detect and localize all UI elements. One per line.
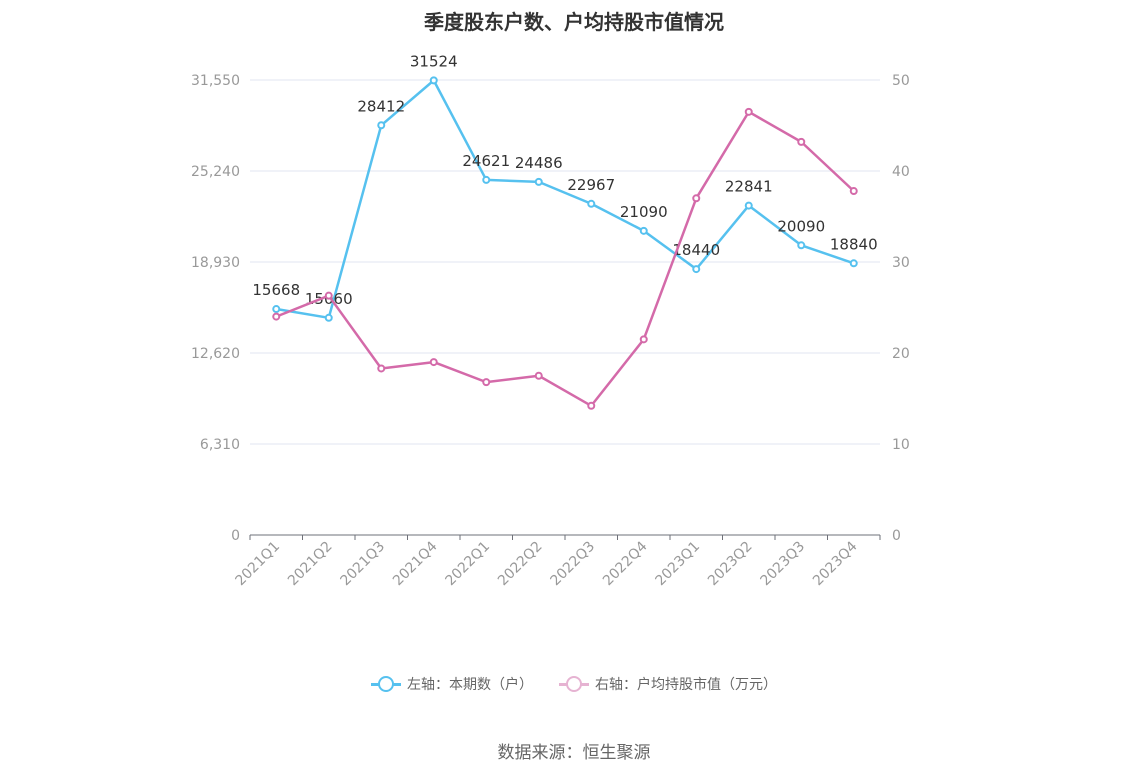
households-data-point — [587, 199, 596, 208]
households-data-point — [639, 226, 648, 235]
households-data-point — [272, 305, 281, 314]
left-axis-tick-label: 6,310 — [200, 437, 240, 453]
x-axis-tick-label: 2023Q4 — [810, 538, 861, 589]
households-data-label: 24486 — [515, 154, 563, 172]
right-axis-tick-label: 10 — [892, 437, 910, 453]
legend-item-households[interactable]: 左轴：本期数（户） — [371, 674, 533, 694]
households-data-label: 18440 — [672, 241, 720, 259]
legend-avg-value-label: 右轴：户均持股市值（万元） — [595, 677, 777, 693]
right-axis-tick-label: 30 — [892, 255, 910, 271]
x-axis-tick-label: 2022Q4 — [600, 538, 651, 589]
avg-value-data-point — [797, 137, 806, 146]
households-data-point — [744, 201, 753, 210]
avg-value-data-point — [744, 107, 753, 116]
households-data-label: 28412 — [357, 97, 405, 115]
legend-households-label: 左轴：本期数（户） — [407, 677, 533, 693]
households-data-point — [429, 76, 438, 85]
avg-value-data-point — [534, 371, 543, 380]
avg-value-data-point — [849, 187, 858, 196]
avg-value-data-point — [377, 364, 386, 373]
households-data-point — [377, 121, 386, 130]
legend-households-marker — [371, 675, 401, 693]
households-data-label: 15668 — [252, 281, 300, 299]
avg-value-data-point — [324, 291, 333, 300]
x-axis-tick-label: 2023Q2 — [705, 539, 756, 590]
households-data-label: 22841 — [725, 178, 773, 196]
x-axis-tick-label: 2021Q2 — [285, 539, 336, 590]
households-data-label: 18840 — [830, 235, 878, 253]
households-data-label: 31524 — [410, 52, 458, 70]
households-data-label: 20090 — [777, 217, 825, 235]
households-series-line — [276, 79, 855, 320]
avg-value-data-point — [272, 312, 281, 321]
x-axis-tick-label: 2022Q3 — [547, 539, 598, 590]
households-data-point — [692, 265, 701, 274]
avg-value-data-point — [429, 358, 438, 367]
left-axis-tick-label: 0 — [231, 528, 240, 544]
x-axis-tick-label: 2021Q3 — [337, 539, 388, 590]
data-source: 数据来源：恒生聚源 — [497, 743, 651, 763]
x-axis-tick-label: 2022Q2 — [495, 539, 546, 590]
left-axis-tick-label: 25,240 — [191, 164, 240, 180]
avg-value-data-point — [692, 194, 701, 203]
avg-value-series-line — [275, 110, 855, 408]
right-axis-tick-label: 0 — [892, 528, 901, 544]
households-data-label: 21090 — [620, 203, 668, 221]
left-axis-tick-label: 31,550 — [191, 73, 240, 89]
x-axis-tick-label: 2021Q4 — [390, 538, 441, 589]
households-data-label: 22967 — [567, 176, 615, 194]
avg-value-data-point — [639, 335, 648, 344]
left-axis-tick-label: 12,620 — [191, 346, 240, 362]
left-axis-tick-label: 18,930 — [191, 255, 240, 271]
households-data-point — [534, 177, 543, 186]
legend-item-avg-value[interactable]: 右轴：户均持股市值（万元） — [559, 674, 777, 694]
households-data-point — [482, 175, 491, 184]
avg-value-data-point — [587, 401, 596, 410]
right-axis-tick-label: 40 — [892, 164, 910, 180]
avg-value-data-point — [482, 378, 491, 387]
chart-legend: 左轴：本期数（户） 右轴：户均持股市值（万元） — [0, 674, 1148, 694]
x-axis-tick-label: 2021Q1 — [232, 539, 283, 590]
x-axis-tick-label: 2023Q3 — [757, 539, 808, 590]
households-data-label: 24621 — [462, 152, 510, 170]
right-axis-tick-label: 20 — [892, 346, 910, 362]
right-axis-tick-label: 50 — [892, 73, 910, 89]
households-data-point — [849, 259, 858, 268]
legend-avg-value-marker — [559, 675, 589, 693]
chart-title: 季度股东户数、户均持股市值情况 — [424, 10, 724, 34]
households-data-point — [797, 241, 806, 250]
x-axis-tick-label: 2023Q1 — [652, 539, 703, 590]
x-axis-tick-label: 2022Q1 — [442, 539, 493, 590]
households-data-point — [324, 313, 333, 322]
